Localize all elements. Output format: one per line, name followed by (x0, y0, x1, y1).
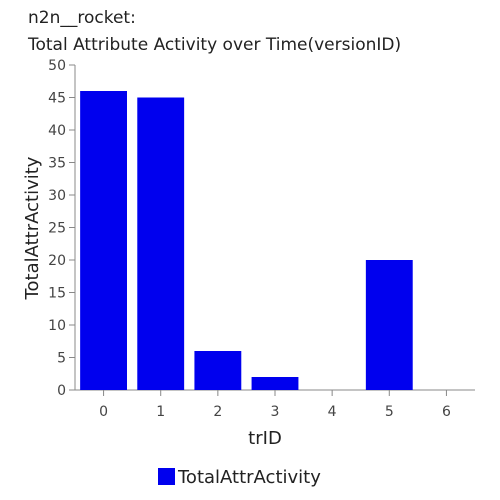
bar-3 (251, 377, 299, 390)
y-tick-label: 30 (48, 188, 66, 204)
y-tick-label: 20 (48, 253, 66, 269)
y-tick-label: 50 (48, 58, 66, 74)
bar-1 (137, 97, 185, 390)
y-tick-label: 35 (48, 156, 66, 172)
y-tick-label: 5 (57, 351, 66, 367)
x-tick-label: 0 (99, 404, 108, 420)
y-tick-label: 0 (57, 383, 66, 399)
bar-5 (365, 260, 413, 390)
legend: TotalAttrActivity (158, 467, 321, 488)
legend-swatch (158, 468, 175, 485)
bar-0 (80, 91, 127, 390)
legend-label: TotalAttrActivity (177, 467, 321, 488)
y-tick-label: 25 (48, 221, 66, 237)
chart-title-line-2: Total Attribute Activity over Time(versi… (27, 35, 401, 55)
x-tick-label: 3 (271, 404, 280, 420)
y-tick-label: 40 (48, 123, 66, 139)
x-axis-label: trID (248, 428, 282, 449)
bar-2 (194, 351, 242, 390)
chart-title-line-1: n2n__rocket: (28, 8, 136, 28)
y-axis: 0 5 10 15 20 25 30 35 40 45 50 (48, 58, 76, 399)
y-tick-label: 15 (48, 286, 66, 302)
y-axis-label: TotalAttrActivity (22, 156, 43, 300)
x-tick-label: 6 (442, 404, 451, 420)
x-tick-label: 2 (213, 404, 222, 420)
x-tick-label: 1 (156, 404, 165, 420)
x-axis: 0 1 2 3 4 5 6 (75, 389, 475, 420)
bars (80, 91, 413, 390)
y-tick-label: 45 (48, 91, 66, 107)
x-tick-label: 4 (328, 404, 337, 420)
y-tick-label: 10 (48, 318, 66, 334)
x-tick-label: 5 (385, 404, 394, 420)
